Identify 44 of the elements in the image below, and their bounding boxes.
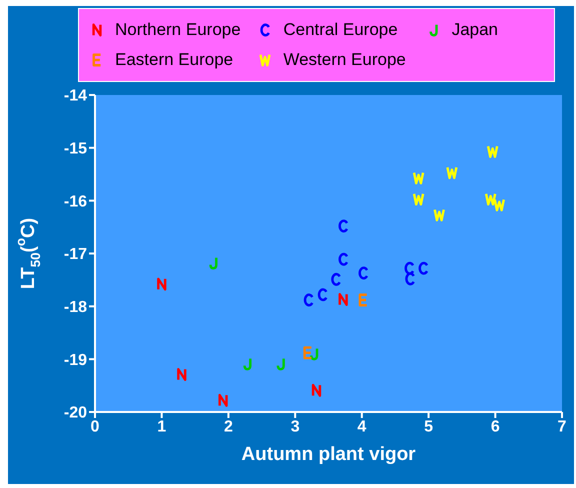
- legend-label: Western Europe: [283, 50, 406, 70]
- point: [434, 208, 445, 222]
- point: [331, 272, 341, 286]
- point: [446, 166, 458, 180]
- legend-label: Eastern Europe: [115, 50, 234, 70]
- y-tick-label: -16: [64, 193, 88, 210]
- y-tick-label: -17: [64, 246, 88, 264]
- point: [177, 368, 186, 381]
- y-tick-label: -20: [64, 404, 88, 422]
- point: [405, 272, 415, 286]
- x-tick-label: 3: [290, 418, 300, 436]
- legend-label: Central Europe: [283, 20, 398, 40]
- x-tick-label: 0: [90, 418, 100, 436]
- point: [157, 278, 166, 291]
- x-axis-title: Autumn plant vigor: [241, 444, 416, 465]
- point: [404, 262, 414, 275]
- point: [484, 192, 496, 206]
- point: [358, 294, 368, 306]
- y-tick-label: -18: [64, 299, 88, 316]
- point: [303, 346, 313, 360]
- point: [412, 192, 424, 206]
- x-tick-label: 5: [424, 418, 434, 436]
- legend-label: Japan: [452, 20, 498, 40]
- point: [358, 266, 368, 280]
- point: [338, 293, 348, 306]
- x-tick-label: 1: [157, 418, 166, 436]
- point: [318, 288, 328, 302]
- x-tick-label: 2: [224, 418, 233, 436]
- y-tick-label: -19: [64, 352, 88, 369]
- point: [338, 252, 348, 266]
- legend-label: Northern Europe: [115, 20, 241, 40]
- y-tick-label: -15: [64, 140, 88, 158]
- point: [486, 145, 498, 158]
- point: [312, 384, 322, 397]
- point: [412, 172, 424, 184]
- point: [418, 262, 428, 275]
- point: [218, 394, 228, 407]
- y-tick-label: -14: [64, 88, 88, 105]
- x-tick-label: 4: [357, 418, 366, 436]
- point: [304, 294, 314, 306]
- x-tick-label: 6: [490, 418, 500, 436]
- point: [338, 220, 348, 232]
- point: [494, 198, 505, 212]
- x-tick-label: 7: [558, 418, 567, 436]
